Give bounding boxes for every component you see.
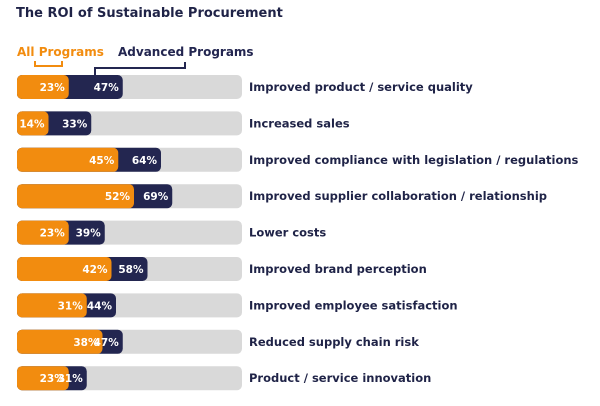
legend-leader-advanced: [94, 62, 186, 75]
category-label: Improved supplier collaboration / relati…: [249, 189, 547, 203]
category-label: Improved employee satisfaction: [249, 298, 458, 312]
bar-all-programs: [17, 220, 69, 245]
data-label-all-programs: 52%: [105, 191, 131, 203]
data-label-advanced-programs: 58%: [118, 264, 144, 276]
bar-all-programs: [17, 184, 134, 209]
data-label-advanced-programs: 31%: [58, 373, 84, 385]
bar-row-increased-sales: 14% 33% Increased sales: [17, 111, 350, 136]
legend-all-programs: All Programs: [17, 45, 104, 59]
data-label-advanced-programs: 39%: [76, 228, 102, 240]
category-label: Lower costs: [249, 226, 326, 240]
data-label-all-programs: 42%: [82, 264, 108, 276]
data-label-all-programs: 23%: [40, 228, 66, 240]
bar-row-improved-employee-satisfaction: 31% 44% Improved employee satisfaction: [17, 293, 458, 318]
bars-group: 23% 47% Improved product / service quality…: [17, 75, 579, 391]
legend-advanced-programs: Advanced Programs: [118, 45, 254, 59]
legend-leader-all: [34, 61, 63, 67]
data-label-advanced-programs: 47%: [94, 337, 120, 349]
data-label-advanced-programs: 44%: [87, 300, 113, 312]
data-label-advanced-programs: 33%: [62, 118, 88, 130]
data-label-advanced-programs: 47%: [94, 82, 120, 94]
chart-title: The ROI of Sustainable Procurement: [16, 6, 283, 21]
category-label: Increased sales: [249, 116, 350, 130]
bar-row-lower-costs: 23% 39% Lower costs: [17, 220, 326, 245]
bar-row-improved-product-service-quality: 23% 47% Improved product / service quality: [17, 75, 473, 99]
data-label-advanced-programs: 69%: [143, 191, 169, 203]
data-label-all-programs: 14%: [19, 118, 45, 130]
bar-all-programs: [17, 75, 69, 99]
bar-all-programs: [17, 293, 87, 318]
data-label-all-programs: 23%: [40, 373, 66, 385]
data-label-all-programs: 23%: [40, 82, 66, 94]
bar-row-improved-supplier-collaboration-relationship: 52% 69% Improved supplier collaboration / …: [17, 184, 547, 209]
category-label: Reduced supply chain risk: [249, 335, 419, 349]
data-label-all-programs: 31%: [58, 300, 84, 312]
category-label: Improved product / service quality: [249, 80, 473, 94]
data-label-all-programs: 45%: [89, 155, 115, 167]
bar-all-programs: [17, 257, 112, 281]
data-label-all-programs: 38%: [73, 337, 99, 349]
data-label-advanced-programs: 64%: [132, 155, 158, 167]
bar-all-programs: [17, 366, 69, 391]
category-label: Improved compliance with legislation / r…: [249, 153, 579, 167]
bar-all-programs: [17, 329, 103, 354]
bar-all-programs: [17, 111, 49, 136]
category-label: Product / service innovation: [249, 371, 431, 385]
bar-row-improved-brand-perception: 42% 58% Improved brand perception: [17, 257, 427, 281]
category-label: Improved brand perception: [249, 262, 427, 276]
bar-all-programs: [17, 147, 119, 172]
bar-row-reduced-supply-chain-risk: 38%47% Reduced supply chain risk: [17, 329, 419, 354]
bar-row-product-service-innovation: 23%31% Product / service innovation: [17, 366, 431, 391]
bar-row-improved-compliance-with-legislation-regulations: 45% 64% Improved compliance with legislati…: [17, 147, 579, 172]
legend: All Programs Advanced Programs: [17, 45, 254, 75]
